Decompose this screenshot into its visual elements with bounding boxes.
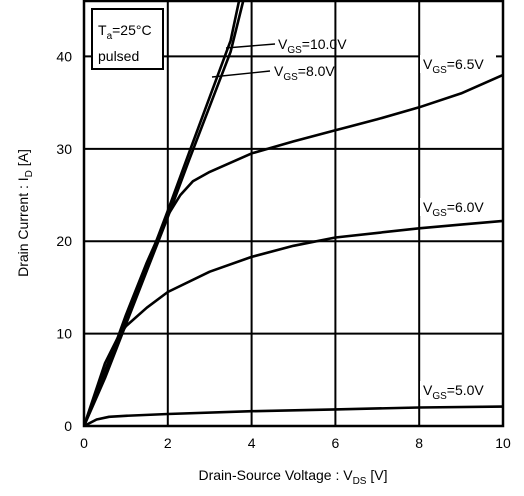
series-label-6v: VGS=6.0V <box>423 199 484 219</box>
y-tick-label: 0 <box>64 418 72 434</box>
series-line-2 <box>83 73 504 426</box>
series-label-8v: VGS=8.0V <box>274 63 335 83</box>
series-label-6v-group: VGS=6.0V <box>420 198 496 219</box>
label-leader-8v <box>211 70 271 78</box>
y-tick-label: 30 <box>56 141 72 157</box>
x-tick-label: 4 <box>248 435 256 451</box>
series-label-10v: VGS=10.0V <box>278 36 347 56</box>
y-axis-title: Drain Current : ID [A] <box>15 149 35 277</box>
series-lines <box>83 0 504 426</box>
y-tick-label: 40 <box>56 48 72 64</box>
label-leader-10v <box>225 43 276 49</box>
x-tick-label: 6 <box>332 435 340 451</box>
x-tick-label: 0 <box>80 435 88 451</box>
x-tick-label: 8 <box>415 435 423 451</box>
series-label-5v: VGS=5.0V <box>423 382 484 402</box>
series-line-3 <box>83 219 504 426</box>
x-tick-label: 10 <box>495 435 511 451</box>
series-label-5v-group: VGS=5.0V <box>420 381 496 402</box>
condition-temperature: Ta=25°C <box>98 22 152 42</box>
series-label-6-5v-group: VGS=6.5V <box>420 55 496 76</box>
x-tick-labels: 0 2 4 6 8 10 <box>80 435 511 451</box>
conditions-box: Ta=25°C pulsed <box>91 8 164 70</box>
series-label-6-5v: VGS=6.5V <box>423 56 484 76</box>
grid <box>84 1 503 426</box>
condition-pulsed: pulsed <box>98 48 139 64</box>
y-tick-label: 20 <box>56 233 72 249</box>
y-tick-label: 10 <box>56 326 72 342</box>
series-line-4 <box>83 405 504 426</box>
plot-frame <box>82 0 505 428</box>
y-tick-labels: 0 10 20 30 40 <box>56 48 72 434</box>
x-tick-label: 2 <box>164 435 172 451</box>
x-axis-title: Drain-Source Voltage : VDS [V] <box>198 467 387 487</box>
